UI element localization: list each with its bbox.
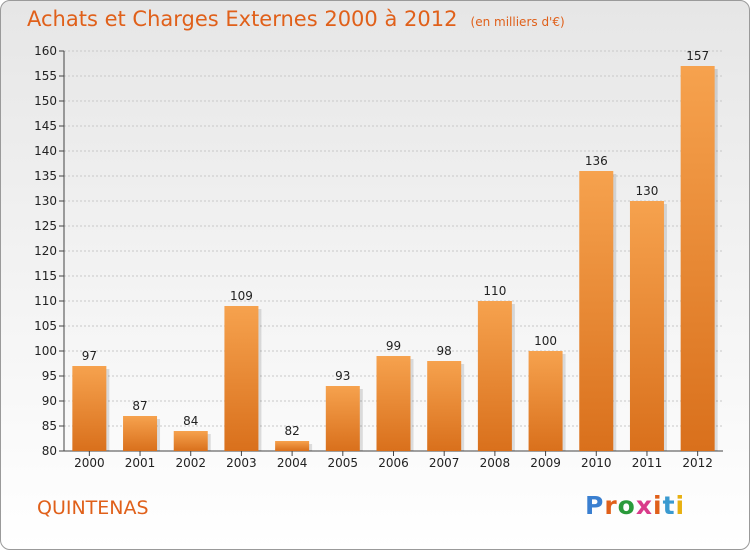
- bar: [123, 416, 158, 451]
- y-tick-label: 95: [42, 369, 57, 383]
- data-label: 93: [335, 369, 350, 383]
- chart-subtitle: (en milliers d'€): [470, 15, 565, 29]
- bar: [173, 431, 208, 451]
- y-tick-label: 160: [34, 44, 57, 58]
- data-label: 157: [686, 49, 709, 63]
- bar: [427, 361, 462, 451]
- data-label: 100: [534, 334, 557, 348]
- x-tick-label: 2004: [277, 456, 308, 470]
- y-tick-label: 150: [34, 94, 57, 108]
- logo-letter: r: [604, 491, 618, 520]
- data-label: 87: [132, 399, 147, 413]
- bar: [224, 306, 259, 451]
- bar-layer: [72, 66, 718, 451]
- commune-name: QUINTENAS: [37, 497, 149, 519]
- x-tick-label: 2001: [125, 456, 156, 470]
- data-label: 109: [230, 289, 253, 303]
- logo-letter: P: [585, 491, 605, 520]
- bar: [680, 66, 715, 451]
- bar: [275, 441, 310, 451]
- y-tick-label: 85: [42, 419, 57, 433]
- logo-letter: i: [675, 491, 686, 520]
- bar: [477, 301, 512, 451]
- y-tick-label: 115: [34, 269, 57, 283]
- logo-letter: x: [635, 491, 653, 520]
- y-tick-label: 120: [34, 244, 57, 258]
- logo-letter: t: [662, 491, 676, 520]
- chart-title: Achats et Charges Externes 2000 à 2012: [27, 7, 458, 31]
- y-tick-label: 155: [34, 69, 57, 83]
- y-tick-label: 130: [34, 194, 57, 208]
- data-label: 97: [82, 349, 97, 363]
- bar: [629, 201, 664, 451]
- label-layer: 97 87 84 109 82 93 99 98 110 100 136 130 157: [82, 49, 709, 438]
- logo-letter: i: [653, 491, 663, 520]
- x-tick-label: 2003: [226, 456, 257, 470]
- y-tick-label: 145: [34, 119, 57, 133]
- bar: [528, 351, 563, 451]
- data-label: 98: [437, 344, 452, 358]
- y-tick-label: 90: [42, 394, 57, 408]
- y-tick-label: 140: [34, 144, 57, 158]
- x-tick-label: 2005: [328, 456, 359, 470]
- data-label: 130: [636, 184, 659, 198]
- x-tick-label: 2009: [530, 456, 561, 470]
- y-tick-label: 135: [34, 169, 57, 183]
- chart-title-block: Achats et Charges Externes 2000 à 2012 (…: [27, 7, 565, 31]
- bar: [579, 171, 614, 451]
- x-tick-label: 2011: [632, 456, 663, 470]
- x-tick-label: 2012: [682, 456, 713, 470]
- data-label: 99: [386, 339, 401, 353]
- x-tick-label: 2006: [378, 456, 409, 470]
- bar: [72, 366, 107, 451]
- y-tick-label: 80: [42, 444, 57, 458]
- data-label: 82: [284, 424, 299, 438]
- data-label: 136: [585, 154, 608, 168]
- y-tick-label: 105: [34, 319, 57, 333]
- bar: [376, 356, 411, 451]
- proxiti-logo[interactable]: Proxiti: [585, 491, 685, 520]
- y-tick-label: 110: [34, 294, 57, 308]
- bar: [325, 386, 360, 451]
- data-label: 84: [183, 414, 198, 428]
- y-tick-label: 100: [34, 344, 57, 358]
- x-tick-label: 2008: [480, 456, 511, 470]
- x-tick-label: 2002: [175, 456, 206, 470]
- x-tick-label: 2007: [429, 456, 460, 470]
- data-label: 110: [483, 284, 506, 298]
- x-tick-label: 2000: [74, 456, 105, 470]
- x-tick-label: 2010: [581, 456, 612, 470]
- logo-letter: o: [617, 491, 636, 520]
- y-tick-label: 125: [34, 219, 57, 233]
